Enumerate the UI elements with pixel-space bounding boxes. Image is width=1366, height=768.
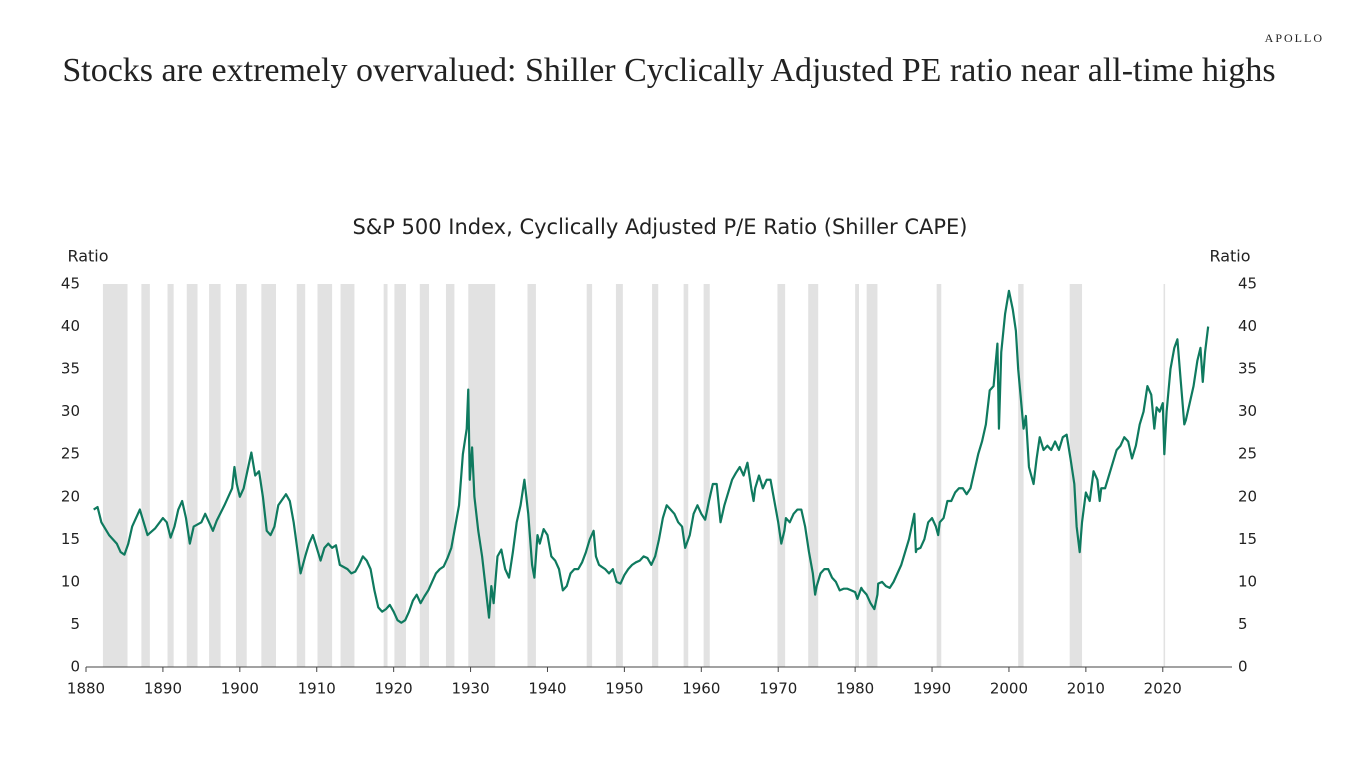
x-tick-label: 1950: [605, 680, 643, 698]
y-tick-label: 45: [61, 275, 80, 293]
recession-band: [1018, 284, 1024, 667]
x-tick-label: 1890: [144, 680, 182, 698]
y2-tick-label: 0: [1238, 658, 1248, 676]
data-line: [93, 289, 1210, 624]
y-tick-label: 40: [61, 317, 80, 335]
x-tick-label: 1970: [759, 680, 797, 698]
y2-tick-label: 35: [1238, 360, 1257, 378]
y-tick-label: 5: [70, 615, 80, 633]
recession-band: [527, 284, 536, 667]
recession-band: [703, 284, 710, 667]
x-tick-label: 1910: [298, 680, 336, 698]
x-tick-label: 1940: [528, 680, 566, 698]
x-tick-label: 1900: [221, 680, 259, 698]
x-tick-label: 2000: [990, 680, 1028, 698]
recession-band: [317, 284, 333, 667]
headline: Stocks are extremely overvalued: Shiller…: [62, 52, 1275, 89]
recession-band: [141, 284, 150, 667]
recession-band: [383, 284, 388, 667]
y2-tick-label: 15: [1238, 530, 1257, 548]
recession-band: [936, 284, 942, 667]
recession-band: [1069, 284, 1083, 667]
y-tick-label: 35: [61, 360, 80, 378]
y2-tick-label: 45: [1238, 275, 1257, 293]
recession-band: [235, 284, 247, 667]
recession-band: [468, 284, 496, 667]
y-tick-label: 20: [61, 487, 80, 505]
x-tick-label: 1960: [682, 680, 720, 698]
recession-band: [652, 284, 659, 667]
recession-band: [777, 284, 786, 667]
y2-tick-label: 10: [1238, 572, 1257, 590]
y2-tick-label: 30: [1238, 402, 1257, 420]
x-tick-label: 1980: [836, 680, 874, 698]
recession-band: [683, 284, 689, 667]
x-tick-label: 1920: [375, 680, 413, 698]
recession-band: [261, 284, 276, 667]
y-tick-label: 15: [61, 530, 80, 548]
recession-band: [445, 284, 455, 667]
brand: APOLLO: [1265, 31, 1324, 45]
recession-band: [866, 284, 878, 667]
recession-band: [586, 284, 593, 667]
recession-band: [340, 284, 355, 667]
recession-band: [855, 284, 859, 667]
x-tick-label: 1880: [67, 680, 105, 698]
recession-band: [419, 284, 430, 667]
y-axis-label: Ratio: [67, 247, 108, 266]
x-tick-label: 2010: [1067, 680, 1105, 698]
recession-band: [394, 284, 406, 667]
recession-band: [186, 284, 198, 667]
recession-band: [209, 284, 221, 667]
recession-band: [102, 284, 128, 667]
x-tick-label: 1990: [913, 680, 951, 698]
y2-tick-label: 5: [1238, 615, 1248, 633]
y-tick-label: 25: [61, 445, 80, 463]
recession-band: [167, 284, 174, 667]
recession-band: [615, 284, 623, 667]
y-tick-label: 0: [70, 658, 80, 676]
y-tick-label: 30: [61, 402, 80, 420]
y2-tick-label: 20: [1238, 487, 1257, 505]
recession-band: [808, 284, 819, 667]
x-tick-label: 1930: [451, 680, 489, 698]
y2-tick-label: 40: [1238, 317, 1257, 335]
y2-tick-label: 25: [1238, 445, 1257, 463]
y-tick-label: 10: [61, 572, 80, 590]
recession-band: [1163, 284, 1166, 667]
recession-band: [296, 284, 306, 667]
x-tick-label: 2020: [1144, 680, 1182, 698]
chart-title: S&P 500 Index, Cyclically Adjusted P/E R…: [352, 215, 967, 239]
y2-axis-label: Ratio: [1209, 247, 1250, 266]
